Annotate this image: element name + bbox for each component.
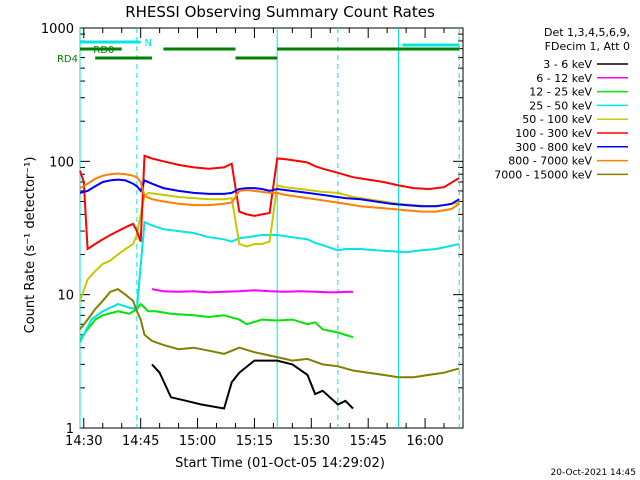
series-line [79,287,460,379]
legend-label: 12 - 25 keV [529,86,592,99]
legend-label: 6 - 12 keV [536,72,592,85]
y-tick-label: 1000 [41,22,74,37]
legend-header-line-1: Det 1,3,4,5,6,9, [544,26,630,39]
y-tick-label: 100 [49,155,74,170]
footer-date: 20-Oct-2021 14:45 [551,468,636,478]
series-line [151,359,354,410]
legend: Det 1,3,4,5,6,9, FDecim 1, Att 0 3 - 6 k… [494,26,630,181]
y-tick-label: 10 [57,289,74,304]
y-axis-label: Count Rate (s⁻¹ detector⁻¹) [23,157,38,334]
x-tick-label: 16:00 [406,434,443,449]
plot-area: 1 10 100 1000 14:30 14:45 15:00 15:15 15:30 15:45… [41,22,464,449]
legend-label: 50 - 100 keV [522,113,592,126]
series-line [79,184,460,302]
flag-label: RD0 [93,45,114,56]
flag-label: RD4 [57,54,78,65]
legend-label: 3 - 6 keV [543,58,592,71]
legend-label: 800 - 7000 keV [508,155,592,168]
y-tick-label: 1 [66,422,74,437]
legend-label: 300 - 800 keV [515,141,592,154]
x-tick-label: 14:45 [122,434,159,449]
legend-header-line-2: FDecim 1, Att 0 [545,40,630,53]
flag-label: N [144,38,151,49]
series-line [151,288,354,294]
x-tick-label: 15:00 [179,434,216,449]
legend-label: 100 - 300 keV [515,127,592,140]
legend-label: 7000 - 15000 keV [494,168,592,181]
x-tick-label: 15:30 [293,434,330,449]
x-axis-label: Start Time (01-Oct-05 14:29:02) [175,456,385,471]
series-line [79,302,354,341]
series-line [79,172,460,213]
x-tick-label: 15:15 [236,434,273,449]
x-tick-label: 15:45 [349,434,386,449]
chart-title: RHESSI Observing Summary Count Rates [125,3,435,21]
series-line [79,178,460,208]
series-line [79,154,460,251]
legend-label: 25 - 50 keV [529,99,592,112]
x-tick-label: 14:30 [65,434,102,449]
